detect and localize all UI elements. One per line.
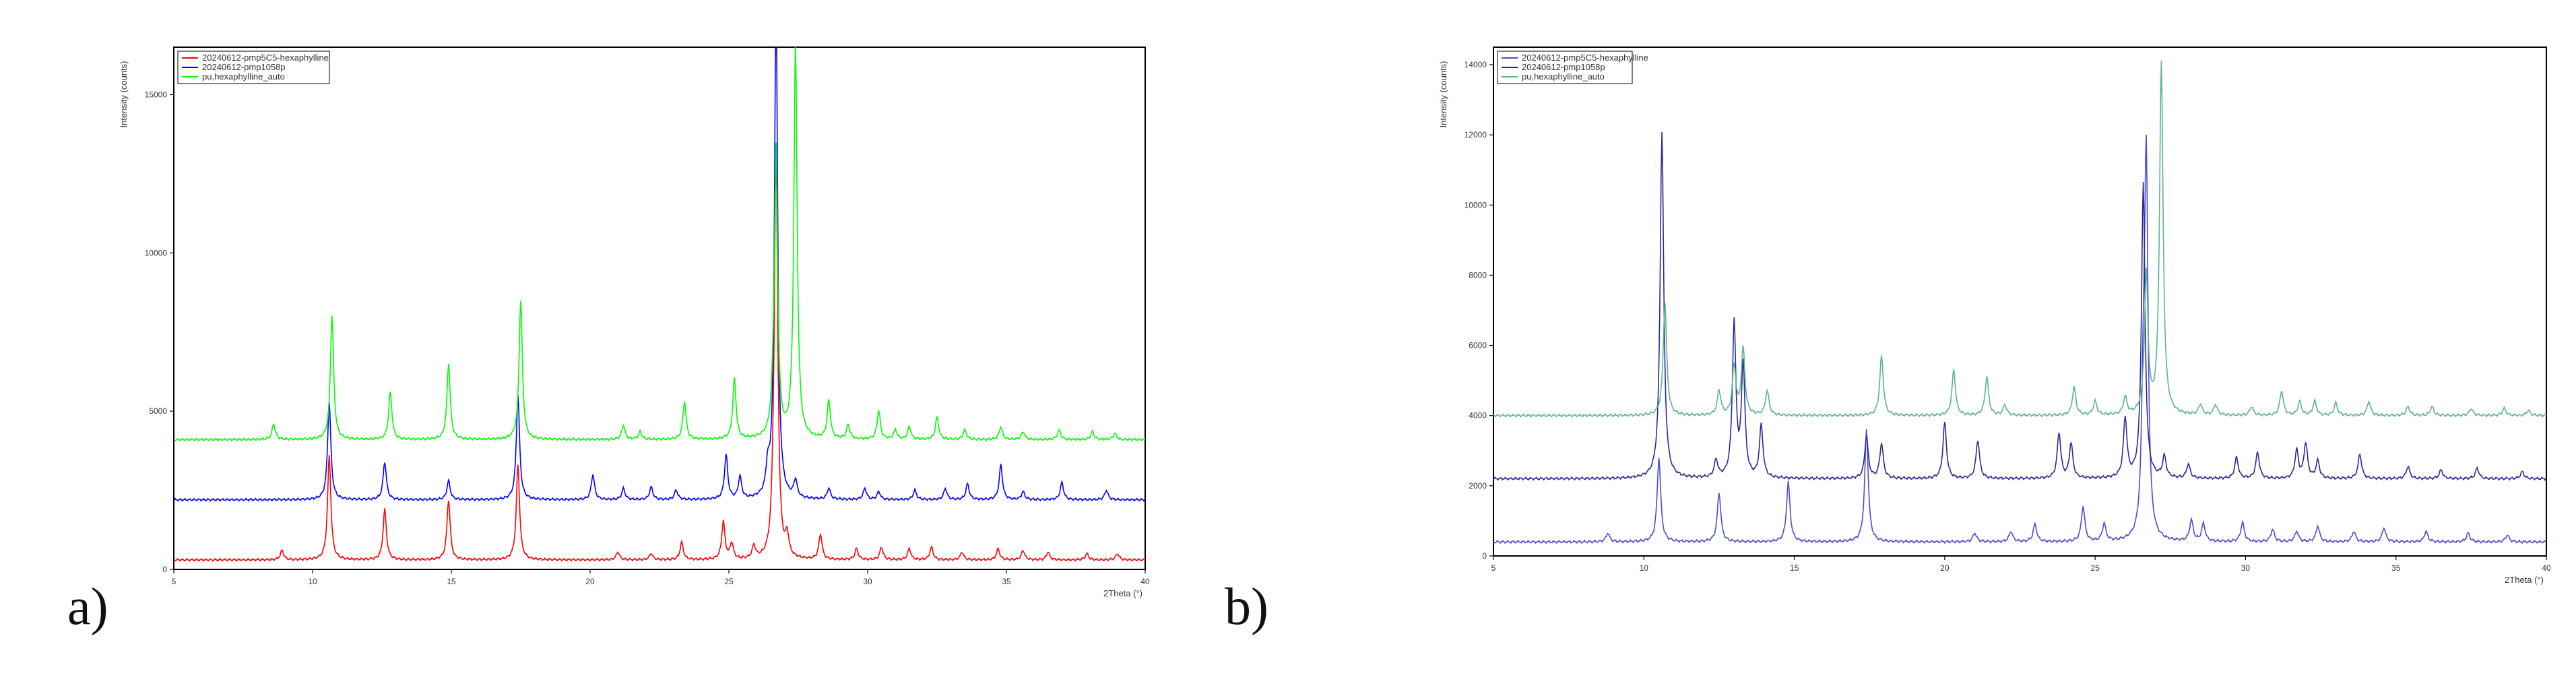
x-tick-label: 25 [724, 577, 734, 586]
y-tick-label: 10000 [1464, 200, 1487, 210]
y-axis-label: Intensity (counts) [1438, 61, 1448, 128]
y-axis-label: Intensity (counts) [119, 61, 129, 128]
y-tick-label: 12000 [1464, 130, 1487, 139]
y-tick-label: 0 [1482, 551, 1487, 561]
x-tick-label: 15 [1790, 563, 1799, 573]
x-axis-label: 2Theta (°) [2505, 575, 2544, 585]
plot-frame [173, 46, 1146, 570]
x-tick-label: 10 [308, 577, 317, 586]
panel-label-b: b) [1225, 577, 1268, 635]
legend-label: 20240612-pmp1058p [1522, 62, 1605, 72]
x-tick-label: 40 [2542, 563, 2551, 573]
panel-label-a: a) [67, 577, 108, 635]
legend-label: pu,hexaphylline_auto [202, 71, 285, 82]
legend-label: 20240612-pmp1058p [202, 62, 286, 72]
x-tick-label: 5 [172, 577, 176, 586]
series-line-0 [1493, 135, 2546, 544]
series-line-0 [174, 145, 1145, 563]
y-tick-label: 14000 [1464, 60, 1487, 69]
series-line-1 [1493, 132, 2546, 481]
y-tick-label: 4000 [1469, 411, 1487, 420]
x-tick-label: 35 [1002, 577, 1011, 586]
legend-box [177, 51, 330, 84]
legend-box [1497, 51, 1633, 84]
plot-frame [1493, 46, 2547, 557]
legend-label: 20240612-pmp5C5-hexaphylline [202, 53, 329, 63]
x-tick-label: 25 [2090, 563, 2100, 573]
x-tick-label: 35 [2391, 563, 2401, 573]
y-tick-label: 15000 [145, 90, 168, 99]
x-tick-label: 20 [1940, 563, 1950, 573]
x-axis-label: 2Theta (°) [1103, 588, 1142, 598]
x-tick-label: 30 [2241, 563, 2251, 573]
x-tick-label: 40 [1140, 577, 1150, 586]
x-tick-label: 20 [585, 577, 595, 586]
series-line-2 [174, 47, 1145, 442]
x-tick-label: 15 [447, 577, 456, 586]
legend-label: pu,hexaphylline_auto [1522, 71, 1605, 82]
y-tick-label: 8000 [1469, 270, 1487, 280]
x-tick-label: 5 [1491, 563, 1496, 573]
y-tick-label: 6000 [1469, 341, 1487, 350]
series-line-1 [174, 47, 1145, 502]
y-tick-label: 5000 [149, 406, 167, 416]
x-tick-label: 10 [1640, 563, 1649, 573]
y-tick-label: 10000 [145, 248, 168, 257]
x-tick-label: 30 [863, 577, 872, 586]
y-tick-label: 0 [162, 565, 167, 574]
legend-label: 20240612-pmp5C5-hexaphylline [1522, 53, 1648, 63]
series-line-2 [1493, 61, 2546, 418]
y-tick-label: 2000 [1469, 481, 1487, 491]
